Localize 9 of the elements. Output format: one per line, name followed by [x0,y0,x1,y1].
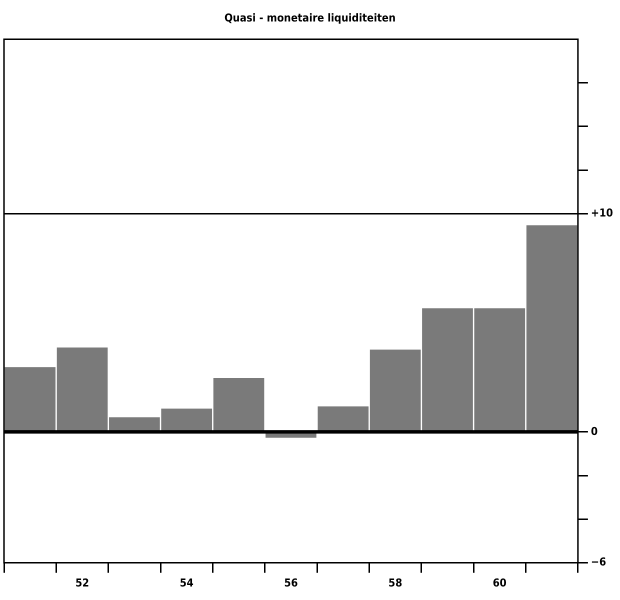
y-tick-label: +10 [590,206,614,220]
chart-title: Quasi - monetaire liquiditeiten [224,11,396,24]
x-tick-label: 58 [388,576,402,590]
y-tick-label: −6 [590,556,606,569]
x-tick-label: 60 [492,576,507,590]
x-tick-label: 52 [75,576,90,590]
y-tick-label: 0 [590,424,598,438]
x-tick-label: 54 [180,576,194,590]
x-tick-label: 56 [284,576,298,590]
